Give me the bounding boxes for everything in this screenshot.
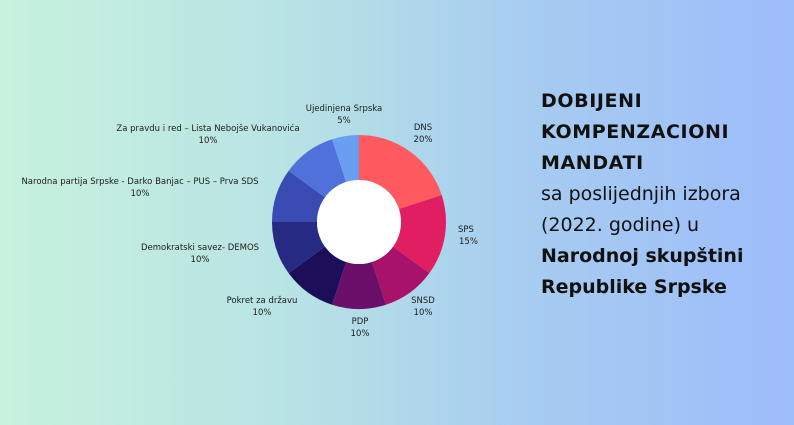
slice-value-label: 10% [414, 308, 433, 318]
slice-name-label: Demokratski savez- DEMOS [141, 243, 259, 253]
slice-name-label: Za pravdu i red – Lista Nebojše Vukanovi… [116, 123, 299, 134]
donut-hole [317, 180, 401, 264]
slice-name-label: Ujedinjena Srpska [306, 104, 383, 114]
slice-value-label: 10% [351, 329, 370, 339]
headline-institution: Narodnoj skupštini Republike Srpske [541, 245, 744, 298]
slice-name-label: SPS [458, 225, 474, 235]
slice-value-label: 10% [191, 255, 210, 265]
slice-1 [359, 135, 442, 210]
slice-name-label: SNSD [411, 296, 435, 306]
slice-7 [272, 170, 326, 222]
slice-value-label: 10% [131, 189, 150, 199]
headline-title: DOBIJENI KOMPENZACIONI MANDATI [541, 90, 730, 174]
slice-9 [332, 135, 359, 183]
slice-name-label: DNS [414, 123, 432, 133]
slice-name-label: Pokret za državu [227, 296, 298, 306]
slice-4 [332, 261, 386, 309]
slice-value-label: 10% [253, 308, 272, 318]
slice-6 [272, 222, 326, 274]
slice-name-label: PDP [352, 317, 369, 327]
slice-value-label: 15% [459, 237, 478, 247]
slice-2 [392, 195, 446, 274]
slice-5 [288, 246, 347, 305]
slice-8 [288, 139, 347, 198]
slice-3 [371, 246, 430, 305]
slice-value-label: 10% [199, 136, 218, 146]
headline-subtitle: sa poslijednjih izbora (2022. godine) u [541, 183, 741, 236]
headline: DOBIJENI KOMPENZACIONI MANDATI sa poslij… [541, 86, 786, 303]
slice-value-label: 5% [337, 116, 351, 126]
slice-value-label: 20% [414, 135, 433, 145]
slice-name-label: Narodna partija Srpske - Darko Banjac – … [21, 177, 258, 187]
